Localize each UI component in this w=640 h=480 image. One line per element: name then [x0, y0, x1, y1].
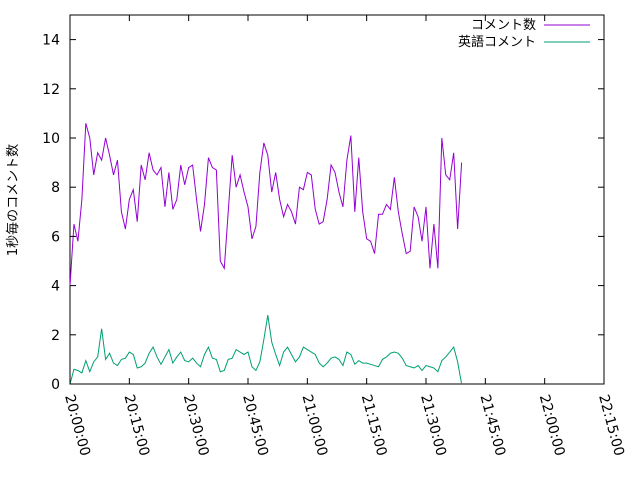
x-tick-label: 21:00:00	[298, 393, 330, 458]
series-line-1	[69, 315, 463, 385]
legend-label-english-comments: 英語コメント	[458, 34, 536, 50]
y-tick-label: 0	[51, 377, 60, 393]
x-tick-label: 20:45:00	[239, 393, 271, 458]
legend: コメント数 英語コメント	[458, 18, 590, 50]
y-tick-label: 10	[42, 131, 60, 147]
legend-label-comment-count: コメント数	[471, 18, 536, 33]
x-tick-label: 20:15:00	[120, 393, 152, 458]
x-tick-label: 22:00:00	[536, 393, 568, 458]
x-tick-label: 22:15:00	[595, 393, 627, 458]
plot-frame	[69, 14, 605, 385]
series-layer	[69, 123, 463, 385]
x-axis-ticks: 20:00:00 20:15:00 20:30:00 20:45:00 21:00:00…	[61, 15, 627, 458]
y-tick-label: 14	[42, 33, 60, 49]
y-axis-ticks: 0 2 4 6 8 10 12 14	[42, 33, 604, 393]
x-tick-label: 20:30:00	[180, 393, 212, 458]
x-tick-label: 21:30:00	[417, 393, 449, 458]
x-tick-label: 21:45:00	[476, 393, 508, 458]
y-tick-label: 6	[51, 229, 60, 245]
y-tick-label: 8	[51, 180, 60, 196]
x-tick-label: 21:15:00	[358, 393, 390, 458]
y-tick-label: 4	[51, 279, 60, 295]
y-tick-label: 12	[42, 82, 60, 98]
plot-area	[69, 14, 605, 385]
x-tick-label: 20:00:00	[61, 393, 93, 458]
y-axis-label: 1秒毎のコメント数	[5, 144, 21, 256]
series-line-0	[69, 123, 463, 286]
y-tick-label: 2	[51, 328, 60, 344]
